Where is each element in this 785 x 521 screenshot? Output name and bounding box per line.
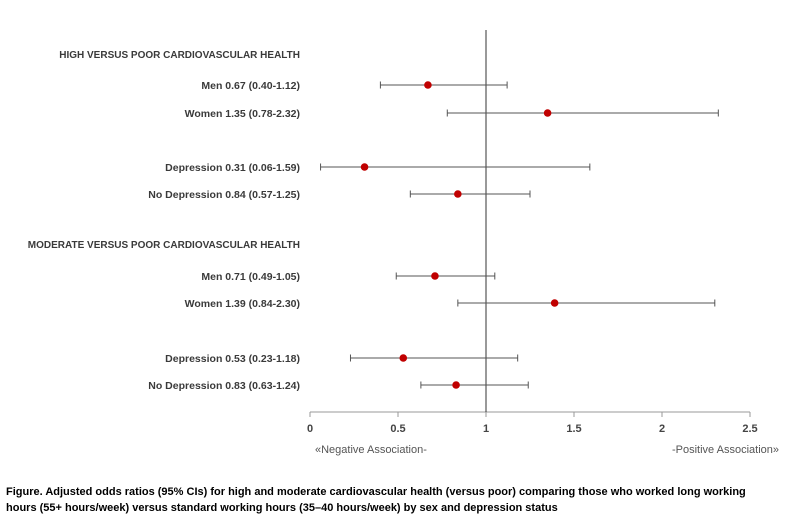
section-title: MODERATE VERSUS POOR CARDIOVASCULAR HEAL…: [28, 240, 300, 251]
forest-row: Women 1.39 (0.84-2.30): [185, 298, 716, 310]
forest-row: Men 0.71 (0.49-1.05): [201, 271, 496, 283]
row-label: Depression 0.31 (0.06-1.59): [165, 162, 300, 174]
forest-plot: HIGH VERSUS POOR CARDIOVASCULAR HEALTH MO…: [28, 30, 779, 456]
x-tick-label: 0: [307, 423, 313, 435]
row-label: No Depression 0.84 (0.57-1.25): [148, 189, 300, 201]
forest-row: Men 0.67 (0.40-1.12): [201, 80, 508, 92]
section-title: HIGH VERSUS POOR CARDIOVASCULAR HEALTH: [59, 50, 300, 61]
point-estimate: [454, 190, 462, 198]
row-label: Women 1.35 (0.78-2.32): [185, 108, 300, 120]
row-label: Men 0.71 (0.49-1.05): [201, 271, 300, 283]
row-label: No Depression 0.83 (0.63-1.24): [148, 380, 300, 392]
forest-row: Depression 0.31 (0.06-1.59): [165, 162, 591, 174]
forest-row: No Depression 0.83 (0.63-1.24): [148, 380, 529, 392]
x-tick-label: 0.5: [390, 423, 405, 435]
x-tick-label: 2.5: [742, 423, 757, 435]
plot-rows: Men 0.67 (0.40-1.12) Women 1.35 (0.78-2.3…: [148, 80, 719, 392]
forest-row: Women 1.35 (0.78-2.32): [185, 108, 719, 120]
point-estimate: [399, 354, 408, 362]
x-axis: 0 0.5 1 1.5 2 2.5: [307, 411, 758, 435]
positive-association-label: -Positive Association»: [672, 444, 779, 456]
point-estimate: [550, 299, 559, 307]
point-estimate: [424, 81, 432, 89]
plot-sections: HIGH VERSUS POOR CARDIOVASCULAR HEALTH MO…: [28, 50, 300, 251]
point-estimate: [431, 272, 439, 280]
row-label: Men 0.67 (0.40-1.12): [201, 80, 300, 92]
figure-caption: Figure. Adjusted odds ratios (95% CIs) f…: [6, 486, 746, 514]
point-estimate: [360, 163, 369, 171]
negative-association-label: «Negative Association-: [315, 444, 427, 456]
point-estimate: [543, 109, 552, 117]
point-estimate: [452, 381, 460, 389]
row-label: Women 1.39 (0.84-2.30): [185, 298, 300, 310]
x-tick-label: 1.5: [566, 423, 581, 435]
row-label: Depression 0.53 (0.23-1.18): [165, 353, 300, 365]
forest-row: Depression 0.53 (0.23-1.18): [165, 353, 519, 365]
x-tick-label: 2: [659, 423, 665, 435]
x-tick-label: 1: [483, 423, 489, 435]
forest-row: No Depression 0.84 (0.57-1.25): [148, 189, 531, 201]
